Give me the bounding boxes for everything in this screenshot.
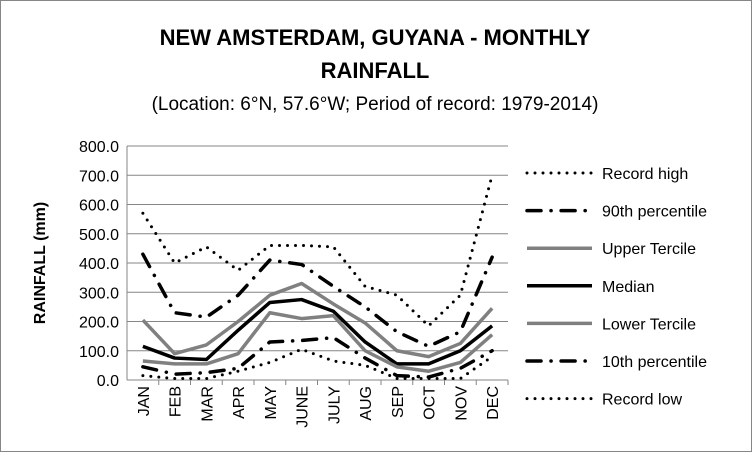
- legend-item-record-high: Record high: [525, 166, 688, 183]
- y-tick-label: 400.0: [79, 256, 119, 273]
- y-tick-label: 500.0: [79, 227, 119, 244]
- series-median: [142, 297, 494, 366]
- series-90th-percentile: [141, 252, 494, 349]
- chart-title-line1: NEW AMSTERDAM, GUYANA - MONTHLY: [160, 25, 591, 50]
- series-record-high: [141, 173, 494, 328]
- y-tick-label: 600.0: [79, 198, 119, 215]
- series-lower-tercile: [142, 310, 494, 373]
- y-tick-label: 200.0: [79, 315, 119, 332]
- x-tick-label: AUG: [358, 386, 375, 421]
- x-tick-label: APR: [231, 386, 248, 419]
- legend-item-median: Median: [527, 279, 654, 296]
- x-tick-label: NOV: [453, 386, 470, 421]
- x-tick-label: SEP: [390, 386, 407, 418]
- legend-label: Lower Tercile: [602, 316, 696, 333]
- series-upper-tercile: [141, 281, 494, 359]
- series-line-lower-tercile: [142, 310, 494, 373]
- series-line-median: [142, 297, 494, 366]
- series-line-upper-tercile: [141, 281, 494, 359]
- legend-label: 90th percentile: [602, 204, 707, 221]
- series-line-record-high: [141, 173, 494, 328]
- y-tick-label: 700.0: [79, 168, 119, 185]
- legend-item-lower-tercile: Lower Tercile: [527, 316, 696, 333]
- legend-item-record-low: Record low: [525, 392, 682, 409]
- legend-label: 10th percentile: [602, 354, 707, 371]
- legend-label: Upper Tercile: [602, 241, 696, 258]
- x-tick-label: DEC: [485, 386, 502, 420]
- x-tick-label: MAY: [263, 386, 280, 420]
- y-axis-label: RAINFALL (mm): [32, 202, 49, 324]
- x-tick-label: OCT: [422, 386, 439, 420]
- y-tick-label: 0.0: [97, 373, 119, 390]
- y-tick-label: 300.0: [79, 285, 119, 302]
- legend-item-90th-percentile: 90th percentile: [525, 204, 707, 221]
- y-tick-label: 800.0: [79, 139, 119, 156]
- legend-item-10th-percentile: 10th percentile: [525, 354, 707, 371]
- x-tick-label: JULY: [326, 386, 343, 424]
- x-tick-label: JUNE: [295, 386, 312, 428]
- x-tick-label: MAR: [199, 386, 216, 422]
- chart-subtitle: (Location: 6°N, 57.6°W; Period of record…: [152, 94, 599, 115]
- legend-label: Record high: [602, 166, 688, 183]
- series-line-10th-percentile: [141, 335, 494, 379]
- x-tick-label: FEB: [168, 386, 185, 417]
- series-10th-percentile: [141, 335, 494, 379]
- y-tick-label: 100.0: [79, 344, 119, 361]
- x-tick-label: JAN: [136, 386, 153, 416]
- chart-title-line2: RAINFALL: [321, 58, 430, 83]
- legend-item-upper-tercile: Upper Tercile: [527, 241, 696, 258]
- legend-label: Median: [602, 279, 654, 296]
- legend-label: Record low: [602, 392, 682, 409]
- series-line-90th-percentile: [141, 252, 494, 349]
